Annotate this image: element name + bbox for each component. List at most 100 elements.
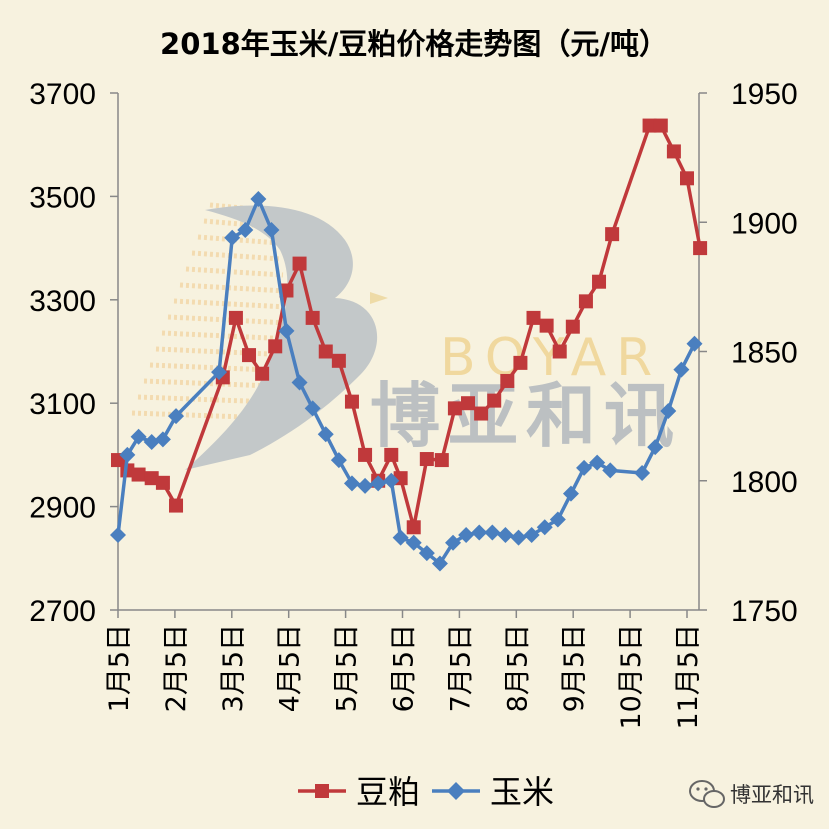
data-point-square [653,118,668,133]
data-point-square [305,310,320,325]
data-point-square [642,118,657,133]
data-point-diamond [291,374,308,391]
data-point-diamond [634,464,651,481]
data-point-square [279,283,294,298]
data-point-square [228,310,243,325]
watermark-b-shape [185,205,378,471]
data-point-diamond [673,361,690,378]
watermark-cn: 博亚和讯 [370,375,682,457]
x-tick-label: 11月5日 [673,624,704,730]
legend-label: 玉米 [490,773,554,811]
data-point-square [358,447,373,462]
data-point-diamond [497,527,514,544]
data-point-square [406,520,421,535]
data-point-diamond [304,400,321,417]
y-right-tick-label: 1950 [731,78,798,111]
boyar-watermark: BOYAR 博亚和讯 [131,202,682,471]
legend-marker-diamond [447,782,465,800]
data-point-diamond [405,534,422,551]
data-point-diamond [602,462,619,479]
data-point-diamond [224,229,241,246]
data-point-diamond [458,527,475,544]
data-point-square [292,256,307,271]
data-point-square [144,471,159,486]
data-point-square [461,396,476,411]
data-point-square [242,348,257,363]
data-point-square [255,366,270,381]
wechat-icon [689,780,725,808]
data-point-square [474,406,489,421]
data-point-square [447,401,462,416]
data-point-diamond [471,524,488,541]
data-point-square [155,475,170,490]
x-tick-label: 10月5日 [616,624,647,730]
legend-label: 豆粕 [356,773,420,811]
data-point-diamond [484,524,501,541]
y-left-tick-label: 3300 [29,285,96,318]
y-right-tick-label: 1750 [731,595,798,628]
data-point-square [131,467,146,482]
data-point-diamond [536,519,553,536]
legend-marker-square [315,784,329,798]
x-tick-label: 9月5日 [559,624,590,712]
brand-text: 博亚和讯 [730,783,814,807]
data-point-diamond [119,446,136,463]
series-soymeal [111,118,708,535]
data-point-diamond [370,475,387,492]
x-tick-label: 6月5日 [389,624,420,712]
x-tick-label: 7月5日 [445,624,476,712]
data-point-diamond [263,222,280,239]
data-point-diamond [343,475,360,492]
watermark-stripe [161,330,292,342]
watermark-letters: BOYAR [440,328,662,388]
chart-title: 2018年玉米/豆粕价格走势图（元/吨） [160,27,668,61]
data-point-diamond [211,364,228,381]
y-right-tick-label: 1850 [731,337,798,370]
y-right-tick-label: 1900 [731,207,798,240]
data-point-diamond [660,402,677,419]
x-tick-label: 1月5日 [104,624,135,712]
x-tick-label: 2月5日 [161,624,192,712]
data-point-square [169,498,184,513]
x-tick-label: 3月5日 [218,624,249,712]
data-point-square [552,344,567,359]
data-point-square [680,171,694,186]
data-point-square [268,339,283,354]
watermark-stripe [167,314,290,326]
legend-item: 豆粕 [298,773,420,811]
data-point-diamond [418,545,435,562]
y-left-tick-label: 3100 [29,388,96,421]
data-point-square [578,294,593,309]
data-point-diamond [383,472,400,489]
watermark-stripe [191,250,282,262]
watermark-stripe [179,282,286,294]
y-left-tick-label: 3700 [29,78,96,111]
data-point-square [487,393,502,408]
data-point-square [434,453,449,468]
data-point-diamond [562,485,579,502]
data-point-square [513,355,528,370]
brand-footer: 博亚和讯 [689,780,814,808]
y-left-tick-label: 2900 [29,492,96,525]
y-left-tick-label: 2700 [29,595,96,628]
watermark-stripe [173,298,288,310]
data-point-square [565,319,580,334]
data-point-diamond [576,459,593,476]
data-point-diamond [143,433,160,450]
watermark-stripe [185,266,284,278]
watermark-stripe [197,234,280,246]
data-point-diamond [445,534,462,551]
axes: 2700 2900 3100 3300 3500 3700 1750 1800 1850 1900… [29,78,798,730]
x-tick-label: 4月5日 [275,624,306,712]
data-point-diamond [278,322,295,339]
x-tick-label: 5月5日 [332,624,363,712]
data-point-square [344,394,359,409]
y-left-tick-label: 3500 [29,181,96,214]
data-point-diamond [110,527,126,544]
data-point-square [419,452,434,467]
data-point-diamond [647,439,664,456]
data-point-diamond [237,222,254,239]
data-point-diamond [686,335,703,352]
data-point-diamond [589,454,606,471]
